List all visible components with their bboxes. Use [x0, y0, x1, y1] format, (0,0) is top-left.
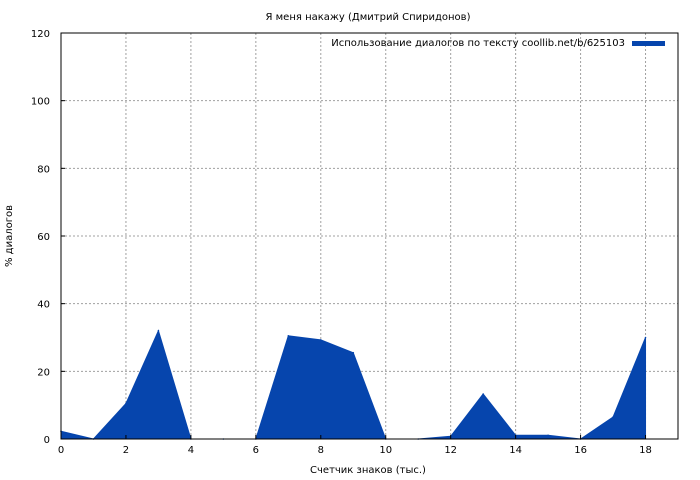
- x-tick-label: 18: [639, 445, 652, 456]
- legend: Использование диалогов по тексту coollib…: [331, 38, 665, 49]
- legend-label: Использование диалогов по тексту coollib…: [331, 38, 625, 49]
- data-point: [287, 335, 290, 337]
- grid: [61, 33, 678, 439]
- y-tick-label: 60: [37, 232, 50, 243]
- ticks: 0 2 4 6 8 10 12 14 16 18 0 20 40 60 80 100 120: [31, 29, 652, 456]
- x-tick-label: 2: [123, 445, 129, 456]
- chart-title: Я меня накажу (Дмитрий Спиридонов): [266, 12, 471, 23]
- x-tick-label: 6: [253, 445, 259, 456]
- y-axis-label: % диалогов: [4, 205, 15, 267]
- plot-area: [60, 329, 647, 440]
- y-tick-label: 120: [31, 29, 50, 40]
- y-tick-label: 40: [37, 300, 50, 311]
- area-series: [60, 329, 647, 440]
- x-tick-label: 0: [58, 445, 64, 456]
- data-point: [352, 351, 355, 354]
- x-tick-label: 8: [318, 445, 324, 456]
- x-axis-label: Счетчик знаков (тыс.): [310, 465, 426, 476]
- data-point: [157, 329, 160, 332]
- data-point: [319, 339, 322, 341]
- x-tick-label: 14: [509, 445, 522, 456]
- y-tick-label: 0: [44, 435, 50, 446]
- data-point: [644, 336, 647, 339]
- data-point: [125, 402, 127, 405]
- y-tick-label: 20: [37, 367, 50, 378]
- data-point: [612, 416, 614, 418]
- legend-swatch: [632, 41, 665, 46]
- data-point: [547, 434, 549, 437]
- y-tick-label: 80: [37, 164, 50, 175]
- x-tick-label: 4: [188, 445, 194, 456]
- x-tick-label: 12: [444, 445, 457, 456]
- x-tick-label: 10: [379, 445, 392, 456]
- y-tick-label: 100: [31, 97, 50, 108]
- data-point: [482, 393, 484, 395]
- x-tick-label: 16: [574, 445, 587, 456]
